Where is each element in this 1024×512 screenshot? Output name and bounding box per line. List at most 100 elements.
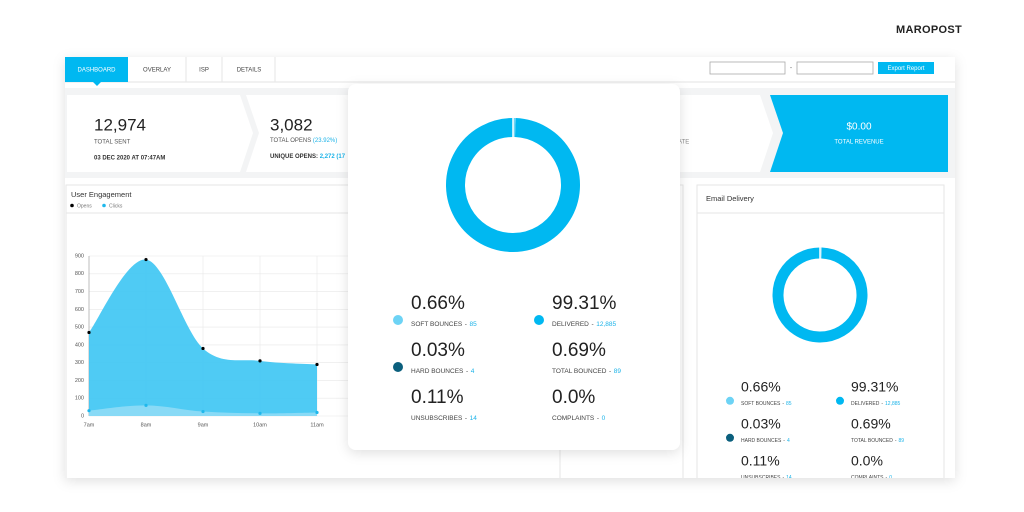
- delivery-title: Email Delivery: [706, 194, 754, 203]
- active-tab-bg[interactable]: [65, 57, 128, 82]
- stat-label: DELIVERED -12,885: [552, 321, 616, 328]
- revenue-label: TOTAL REVENUE: [834, 140, 883, 146]
- stat-label: HARD BOUNCES -4: [741, 438, 790, 444]
- export-button[interactable]: [878, 62, 934, 74]
- stat-label: DELIVERED -12,885: [851, 401, 901, 407]
- stat-separator: -: [597, 415, 599, 422]
- legend-label: Opens: [77, 203, 92, 209]
- date-input[interactable]: [709, 61, 786, 75]
- y-tick-label: 700: [75, 289, 84, 295]
- zoom-card: [348, 84, 680, 450]
- opens-value: 3,082: [270, 115, 313, 134]
- stat-separator: -: [782, 401, 784, 407]
- stat-label: UNSUBSCRIBES -14: [741, 475, 792, 481]
- revenue-card: [770, 95, 948, 172]
- stat-name: DELIVERED: [552, 321, 589, 328]
- y-tick-label: 900: [75, 253, 84, 259]
- stat-separator: -: [465, 415, 467, 422]
- stat-label: HARD BOUNCES -4: [411, 368, 475, 375]
- stat-name: UNSUBSCRIBES: [741, 475, 781, 481]
- rate-label: ATE: [678, 140, 689, 146]
- series-point: [144, 257, 148, 262]
- summary-card: [67, 95, 253, 172]
- stat-percent: 0.69%: [851, 416, 891, 432]
- y-tick-label: 200: [75, 378, 84, 384]
- stat-name: COMPLAINTS: [552, 415, 595, 422]
- y-tick-label: 600: [75, 307, 84, 313]
- stat-count: 4: [471, 368, 475, 375]
- stat-name: DELIVERED: [851, 401, 880, 407]
- series-point: [258, 359, 262, 363]
- stat-marker: [726, 396, 734, 405]
- engagement-title: User Engagement: [71, 190, 132, 199]
- date-separator: -: [790, 66, 792, 72]
- tab[interactable]: DASHBOARD: [77, 68, 116, 74]
- series-point: [315, 362, 319, 367]
- stat-marker: [393, 315, 403, 325]
- stat-percent: 0.0%: [552, 387, 595, 408]
- stat-separator: -: [466, 368, 468, 375]
- y-tick-label: 100: [75, 396, 84, 402]
- stat-name: HARD BOUNCES: [411, 368, 464, 375]
- stat-separator: -: [886, 475, 888, 481]
- donut-segment: [772, 247, 868, 343]
- tab[interactable]: OVERLAY: [143, 68, 171, 74]
- stat-count: 85: [786, 401, 792, 407]
- stat-separator: -: [782, 475, 784, 481]
- stat-count: 0: [889, 475, 892, 481]
- opens-rate: (23.92%): [313, 138, 337, 144]
- stat-marker: [393, 362, 403, 372]
- stat-label: SOFT BOUNCES -85: [411, 321, 477, 328]
- sent-label: TOTAL SENT: [94, 140, 131, 146]
- stat-label: UNSUBSCRIBES -14: [411, 415, 477, 422]
- stat-count: 12,885: [596, 321, 616, 328]
- series-point: [87, 409, 91, 413]
- x-tick-label: 7am: [84, 422, 95, 428]
- donut-segment: [446, 118, 580, 252]
- x-tick-label: 8am: [141, 422, 152, 428]
- tab-pointer: [93, 82, 101, 86]
- stat-name: TOTAL BOUNCED: [552, 368, 607, 375]
- stat-separator: -: [465, 321, 467, 328]
- tab[interactable]: ISP: [199, 68, 209, 74]
- stat-percent: 0.66%: [741, 379, 781, 395]
- revenue-value: $0.00: [846, 122, 871, 133]
- stat-separator: -: [895, 438, 897, 444]
- stat-label: TOTAL BOUNCED -89: [851, 438, 904, 444]
- stat-name: HARD BOUNCES: [741, 438, 782, 444]
- stat-count: 85: [470, 321, 478, 328]
- y-tick-label: 800: [75, 271, 84, 277]
- stat-count: 14: [786, 475, 792, 481]
- stat-percent: 99.31%: [552, 293, 617, 314]
- series-area: [89, 259, 317, 416]
- series-point: [144, 403, 148, 407]
- stat-marker: [726, 433, 734, 442]
- stat-label: COMPLAINTS -0: [851, 475, 892, 481]
- stat-count: 12,885: [885, 401, 901, 407]
- stat-count: 89: [614, 368, 622, 375]
- series-point: [258, 411, 262, 415]
- stat-percent: 0.0%: [851, 453, 883, 469]
- stat-count: 14: [470, 415, 478, 422]
- stat-count: 0: [602, 415, 606, 422]
- date-input[interactable]: [796, 61, 874, 75]
- sent-value: 12,974: [94, 115, 146, 134]
- engagement-chart: 0 100 200 300 400 500 600 700 800 900 7am 8am 9am 10a…: [70, 203, 350, 428]
- unique-opens: UNIQUE OPENS: 2,272 (17: [270, 154, 346, 160]
- export-button-label[interactable]: Export Report: [887, 66, 924, 72]
- series-point: [201, 346, 205, 351]
- series-area: [89, 405, 317, 416]
- stat-label: TOTAL BOUNCED -89: [552, 368, 621, 375]
- stat-percent: 0.11%: [411, 387, 464, 408]
- stat-separator: -: [591, 321, 593, 328]
- tab[interactable]: DETAILS: [237, 68, 262, 74]
- x-tick-label: 10am: [253, 422, 267, 428]
- stat-marker: [534, 315, 544, 325]
- opens-label-text: TOTAL OPENS: [270, 138, 311, 144]
- x-tick-label: 11am: [310, 422, 324, 428]
- stat-name: SOFT BOUNCES: [741, 401, 781, 407]
- stat-separator: -: [783, 438, 785, 444]
- series-point: [87, 330, 91, 335]
